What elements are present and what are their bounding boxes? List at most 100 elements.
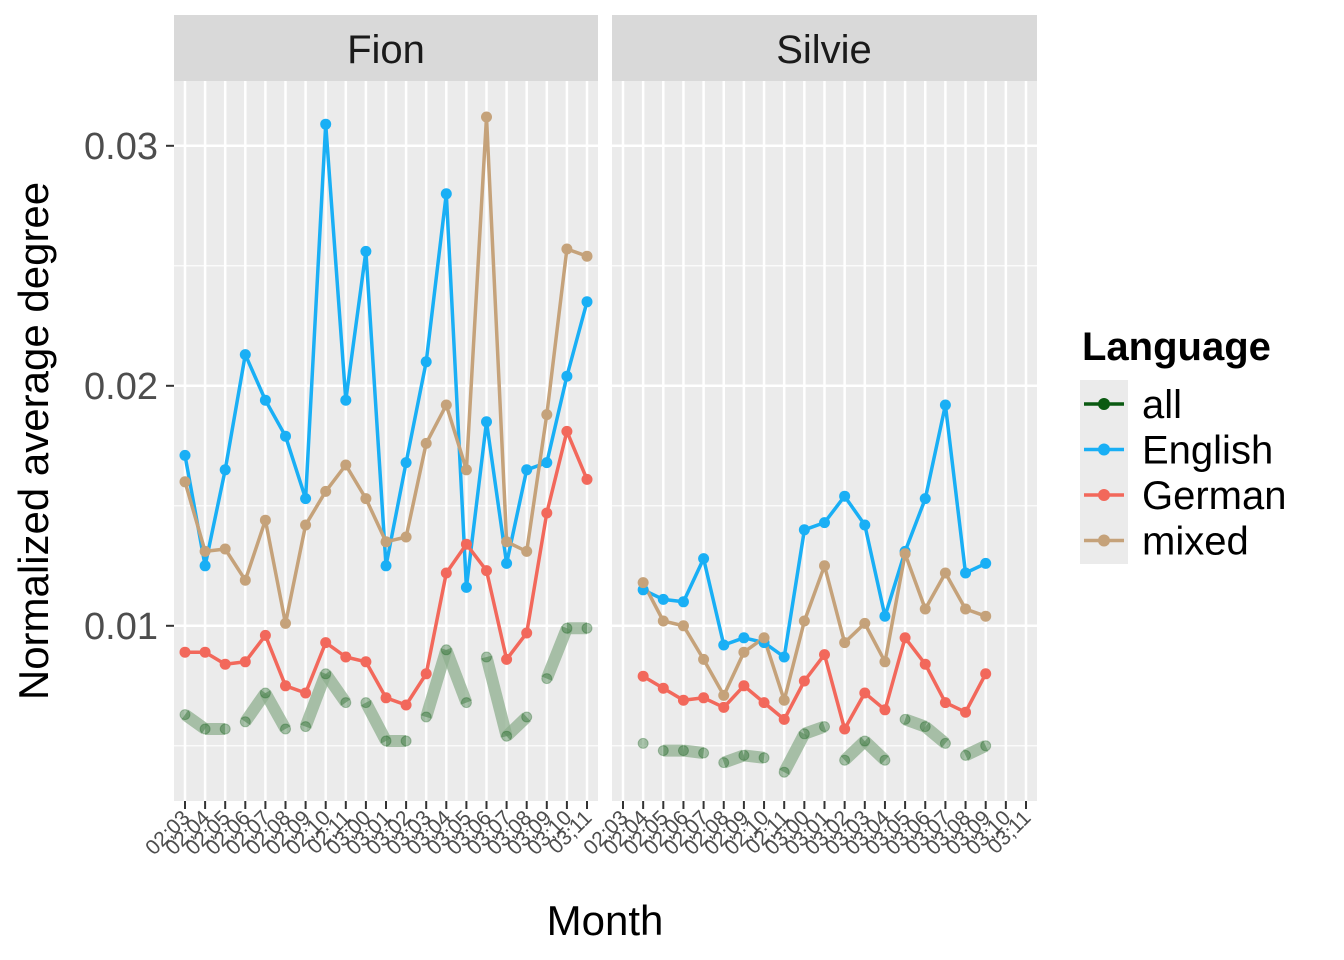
legend-label-german: German (1142, 474, 1287, 518)
all-point (677, 745, 689, 757)
german-point (738, 680, 750, 692)
english-point (300, 493, 312, 505)
mixed-point (980, 610, 992, 622)
mixed-point (300, 519, 312, 531)
mixed-point (637, 577, 649, 589)
all-point (698, 747, 710, 759)
all-point (798, 728, 810, 740)
series-point-layer (179, 111, 992, 778)
english-point (960, 567, 972, 579)
english-point (460, 581, 472, 593)
mixed-point (199, 545, 211, 557)
mixed-point (778, 694, 790, 706)
mixed-point (521, 545, 533, 557)
german-point (879, 704, 891, 716)
english-point (501, 557, 513, 569)
mixed-point (581, 250, 593, 262)
german-point (657, 682, 669, 694)
all-series-band-segment (721, 749, 746, 769)
all-series-band-segment (440, 647, 473, 705)
all-series-band-segment (480, 655, 513, 738)
mixed-point (360, 493, 372, 505)
mixed-point (839, 637, 851, 649)
english-point (219, 464, 231, 476)
english-point (239, 349, 251, 361)
english-point (778, 651, 790, 663)
x-axis-title: Month (547, 897, 664, 944)
mixed-point (899, 548, 911, 560)
mixed-point (400, 531, 412, 543)
german-point (280, 680, 291, 692)
all-point (420, 711, 432, 723)
mixed-point (798, 615, 810, 627)
english-point (939, 399, 951, 411)
mixed-point (460, 464, 472, 476)
all-point (460, 697, 472, 709)
mixed-point (859, 617, 871, 629)
all-point (199, 723, 211, 735)
mixed-point (939, 567, 951, 579)
mixed-point (561, 243, 573, 255)
english-point (819, 517, 830, 529)
mixed-point (280, 617, 291, 629)
english-point (280, 430, 291, 442)
english-point (879, 610, 891, 622)
all-point (899, 713, 911, 725)
mixed-point (698, 653, 710, 665)
all-series-band-segment (299, 671, 332, 729)
all-series-band-segment (181, 709, 209, 734)
all-series-band-segment (541, 625, 573, 681)
english-point (521, 464, 533, 476)
all-series-band-segment (320, 670, 351, 707)
mixed-point (340, 459, 352, 471)
english-point (738, 632, 750, 644)
all-series-band-segment (778, 731, 810, 775)
english-point (919, 493, 931, 505)
mixed-point (657, 615, 669, 627)
all-point (380, 735, 392, 747)
all-series-band-segment (743, 749, 765, 764)
german-point (919, 658, 931, 670)
mixed-point (541, 409, 553, 421)
mixed-point (259, 514, 271, 526)
english-point (541, 457, 553, 469)
mixed-point (738, 646, 750, 658)
english-point (839, 490, 851, 502)
mixed-point (819, 560, 830, 572)
english-point (380, 560, 392, 572)
legend-label-all: all (1142, 383, 1182, 427)
all-point (758, 752, 770, 764)
all-point (219, 723, 231, 735)
mixed-point (481, 111, 492, 123)
german-point (859, 687, 871, 699)
all-point (541, 673, 553, 685)
all-series-band-segment (802, 720, 827, 740)
german-point (239, 656, 251, 668)
all-series-band-segment (682, 744, 705, 759)
y-tick-label: 0.03 (84, 126, 158, 168)
english-point (440, 188, 452, 200)
mixed-point (179, 476, 191, 488)
german-point (541, 507, 553, 519)
all-series-band-segment (420, 648, 453, 719)
german-point (718, 701, 730, 713)
german-point (199, 646, 211, 658)
legend-title: Language (1082, 325, 1271, 369)
legend-key-background (1080, 380, 1128, 564)
english-point (259, 394, 271, 406)
all-point (657, 745, 669, 757)
german-point (501, 653, 513, 665)
german-point (320, 637, 332, 649)
all-series-band-segment (921, 721, 950, 749)
english-point (798, 524, 810, 536)
english-point (340, 394, 352, 406)
legend-key-point (1098, 443, 1110, 456)
all-point (637, 737, 649, 749)
mixed-line (641, 552, 987, 702)
mixed-point (677, 620, 689, 632)
all-point (819, 721, 830, 733)
all-point (879, 754, 891, 766)
all-point (839, 754, 851, 766)
german-point (698, 692, 710, 704)
german-point (300, 687, 312, 699)
